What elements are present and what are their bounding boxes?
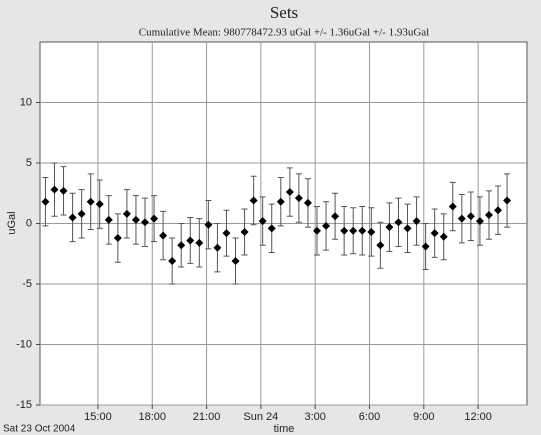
data-point [41,197,50,206]
data-point [113,234,122,243]
data-point [86,197,95,206]
data-point [240,227,249,236]
data-point [312,226,321,235]
x-tick-label: 9:00 [413,411,434,423]
data-point [104,215,113,224]
data-point [50,185,59,194]
data-point [95,200,104,209]
data-point [367,227,376,236]
data-point [421,242,430,251]
data-point [403,224,412,233]
date-label: Sat 23 Oct 2004 [3,424,76,435]
data-point [503,196,512,205]
data-point [213,243,222,252]
data-point [231,257,240,266]
data-point [159,231,168,240]
data-point [131,215,140,224]
data-point [494,206,503,215]
x-tick-label: 21:00 [193,411,221,423]
chart-title: Sets [270,3,298,22]
data-point [448,202,457,211]
y-axis-label: uGal [6,211,18,234]
y-tick-label: 10 [20,96,32,108]
data-point [376,241,385,250]
x-axis-label: time [274,423,295,435]
x-tick-label: 12:00 [464,411,492,423]
x-tick-label: Sun 24 [243,411,278,423]
data-point [430,229,439,238]
data-point [385,223,394,232]
data-point [439,232,448,241]
data-point [466,212,475,221]
data-point [475,217,484,226]
data-point [150,214,159,223]
data-point [331,212,340,221]
y-tick-label: -10 [16,338,32,350]
data-point [168,257,177,266]
data-point [322,221,331,230]
data-point [285,188,294,197]
x-tick-label: 15:00 [84,411,112,423]
data-point [294,194,303,203]
y-tick-label: -5 [22,278,32,290]
data-point [222,229,231,238]
data-point [484,211,493,220]
data-point [457,214,466,223]
x-tick-label: 18:00 [138,411,166,423]
data-point [77,209,86,218]
data-point [141,218,150,227]
data-point [195,238,204,247]
data-point [177,241,186,250]
x-tick-label: 3:00 [304,411,325,423]
data-point [394,218,403,227]
x-tick-label: 6:00 [359,411,380,423]
data-point [349,226,358,235]
data-point [340,226,349,235]
data-point [358,226,367,235]
y-tick-label: 5 [26,157,32,169]
data-point [59,186,68,195]
chart-subtitle: Cumulative Mean: 980778472.93 uGal +/- 1… [139,27,429,39]
data-point [412,217,421,226]
data-point [258,217,267,226]
data-point [276,197,285,206]
y-tick-label: 0 [26,217,32,229]
data-point [303,198,312,207]
data-point [122,209,131,218]
y-tick-label: -15 [16,399,32,411]
data-point [204,220,213,229]
data-point [267,224,276,233]
data-point [249,196,258,205]
data-point [68,213,77,222]
data-point [186,236,195,245]
